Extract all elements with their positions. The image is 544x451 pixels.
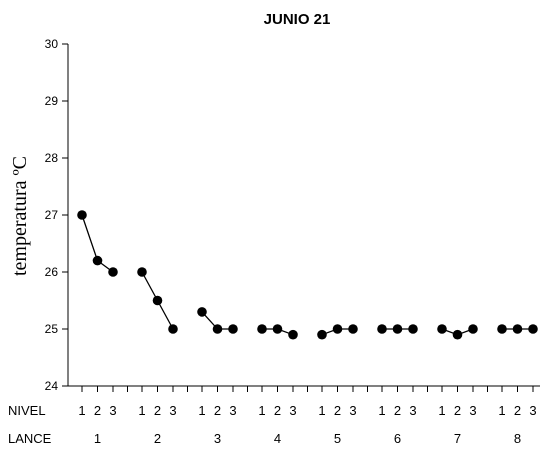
data-point (288, 329, 298, 340)
data-point (437, 324, 447, 334)
lance-tick-label: 6 (394, 431, 401, 446)
y-ticks: 24 25 26 27 28 29 30 (45, 37, 68, 393)
nivel-tick-label: 2 (454, 403, 461, 418)
nivel-tick-label: 3 (109, 403, 116, 418)
lance-row-label: LANCE (8, 431, 52, 446)
chart-title: JUNIO 21 (264, 11, 331, 28)
y-tick-label: 25 (45, 322, 59, 336)
nivel-tick-label: 1 (78, 403, 85, 418)
nivel-tick-label: 1 (258, 403, 265, 418)
nivel-tick-label: 1 (498, 403, 505, 418)
data-point (408, 324, 418, 334)
data-point (92, 255, 103, 266)
y-tick-label: 30 (45, 37, 59, 51)
data-point (497, 324, 507, 334)
nivel-tick-label: 3 (349, 403, 356, 418)
data-point (168, 324, 178, 334)
data-point (452, 329, 463, 340)
nivel-row-label: NIVEL (8, 403, 46, 418)
data-point (152, 295, 163, 306)
data-point (137, 267, 147, 277)
data-point (392, 324, 403, 334)
data-point (377, 324, 387, 334)
lance-tick-label: 8 (514, 431, 521, 446)
nivel-tick-label: 2 (394, 403, 401, 418)
x-axis-labels: NIVEL LANCE 1 2 311 2 321 2 331 2 341 2 351 2 361 2 37… (8, 403, 537, 446)
data-point (257, 324, 267, 334)
nivel-tick-label: 2 (94, 403, 101, 418)
data-point (272, 324, 283, 334)
nivel-tick-label: 2 (514, 403, 521, 418)
data-point (228, 324, 238, 334)
y-tick-label: 29 (45, 94, 59, 108)
data-point (332, 324, 343, 334)
data-markers (77, 210, 538, 340)
lance-tick-label: 4 (274, 431, 281, 446)
nivel-tick-label: 1 (198, 403, 205, 418)
lance-tick-label: 5 (334, 431, 341, 446)
y-axis-label: temperatura ºC (9, 156, 31, 276)
nivel-tick-label: 1 (318, 403, 325, 418)
y-tick-label: 24 (45, 379, 59, 393)
nivel-tick-label: 1 (138, 403, 145, 418)
x-ticks (81, 386, 534, 392)
series-lines (81, 214, 533, 336)
data-point (317, 329, 327, 340)
data-point (528, 324, 538, 334)
y-tick-label: 26 (45, 265, 59, 279)
nivel-tick-label: 2 (334, 403, 341, 418)
lance-tick-label: 1 (94, 431, 101, 446)
nivel-tick-label: 3 (289, 403, 296, 418)
nivel-tick-label: 2 (274, 403, 281, 418)
nivel-tick-label: 3 (469, 403, 476, 418)
lance-tick-label: 7 (454, 431, 461, 446)
nivel-tick-label: 3 (229, 403, 236, 418)
nivel-tick-label: 3 (409, 403, 416, 418)
nivel-tick-label: 3 (529, 403, 536, 418)
data-point (468, 324, 478, 334)
data-point (512, 324, 523, 334)
lance-tick-label: 2 (154, 431, 161, 446)
data-point (348, 324, 358, 334)
data-point (77, 210, 87, 220)
lance-tick-label: 3 (214, 431, 221, 446)
nivel-tick-label: 1 (438, 403, 445, 418)
nivel-tick-label: 2 (214, 403, 221, 418)
nivel-tick-label: 2 (154, 403, 161, 418)
axes (67, 44, 540, 387)
y-tick-label: 27 (45, 208, 59, 222)
data-point (108, 267, 118, 277)
data-point (197, 307, 207, 317)
nivel-tick-label: 3 (169, 403, 176, 418)
y-tick-label: 28 (45, 151, 59, 165)
nivel-tick-label: 1 (378, 403, 385, 418)
data-point (212, 324, 223, 334)
